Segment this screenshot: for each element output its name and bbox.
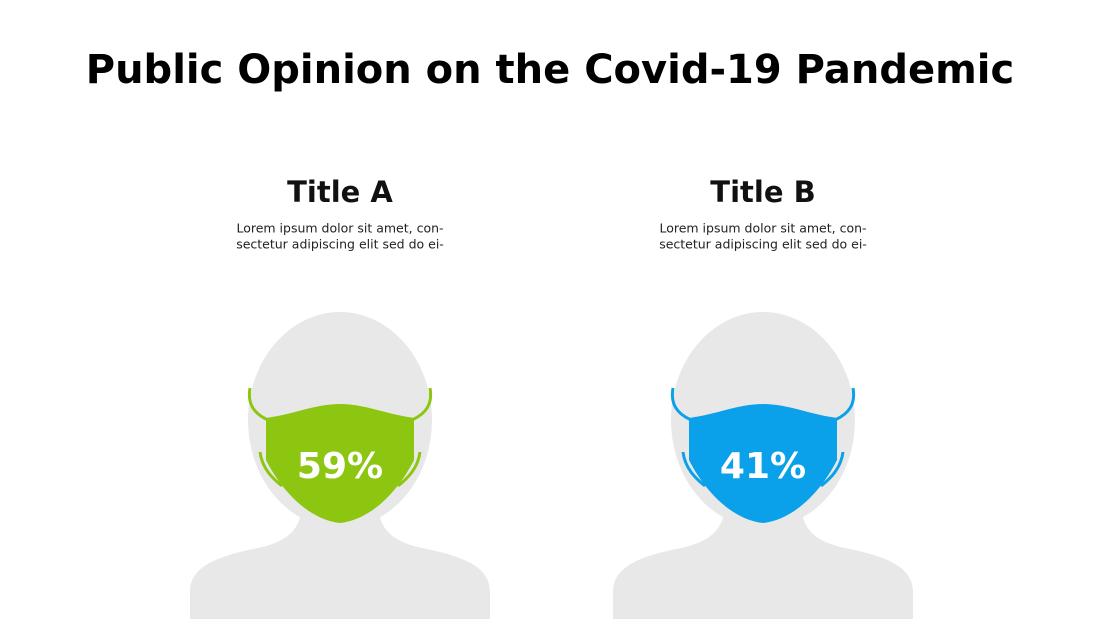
mask-strap bbox=[834, 387, 856, 422]
panel-text: Lorem ipsum dolor sit amet, con- bbox=[659, 221, 866, 236]
mask-strap bbox=[670, 387, 692, 422]
shoulders bbox=[613, 500, 913, 619]
mask-strap bbox=[681, 451, 706, 488]
person-icon bbox=[190, 312, 490, 619]
mask-strap bbox=[820, 451, 845, 488]
mask bbox=[266, 404, 414, 523]
panel-title: Title A bbox=[287, 175, 393, 209]
mask-strap bbox=[258, 451, 283, 488]
panel-text: Lorem ipsum dolor sit amet, con- bbox=[236, 221, 443, 236]
percentage: 41% bbox=[720, 446, 806, 487]
mask-strap bbox=[411, 387, 433, 422]
panel-text: sectetur adipiscing elit sed do ei- bbox=[236, 237, 444, 252]
mask-strap bbox=[247, 387, 269, 422]
mask-strap bbox=[397, 451, 422, 488]
panel-title: Title B bbox=[710, 175, 815, 209]
panel-text: sectetur adipiscing elit sed do ei- bbox=[659, 237, 867, 252]
percentage: 59% bbox=[297, 446, 383, 487]
panel: Title A Lorem ipsum dolor sit amet, con-s… bbox=[190, 175, 490, 619]
shoulders bbox=[190, 500, 490, 619]
panel: Title B Lorem ipsum dolor sit amet, con-s… bbox=[613, 175, 913, 619]
person-icon bbox=[613, 312, 913, 619]
page-title: Public Opinion on the Covid-19 Pandemic bbox=[86, 47, 1014, 93]
mask bbox=[689, 404, 837, 523]
